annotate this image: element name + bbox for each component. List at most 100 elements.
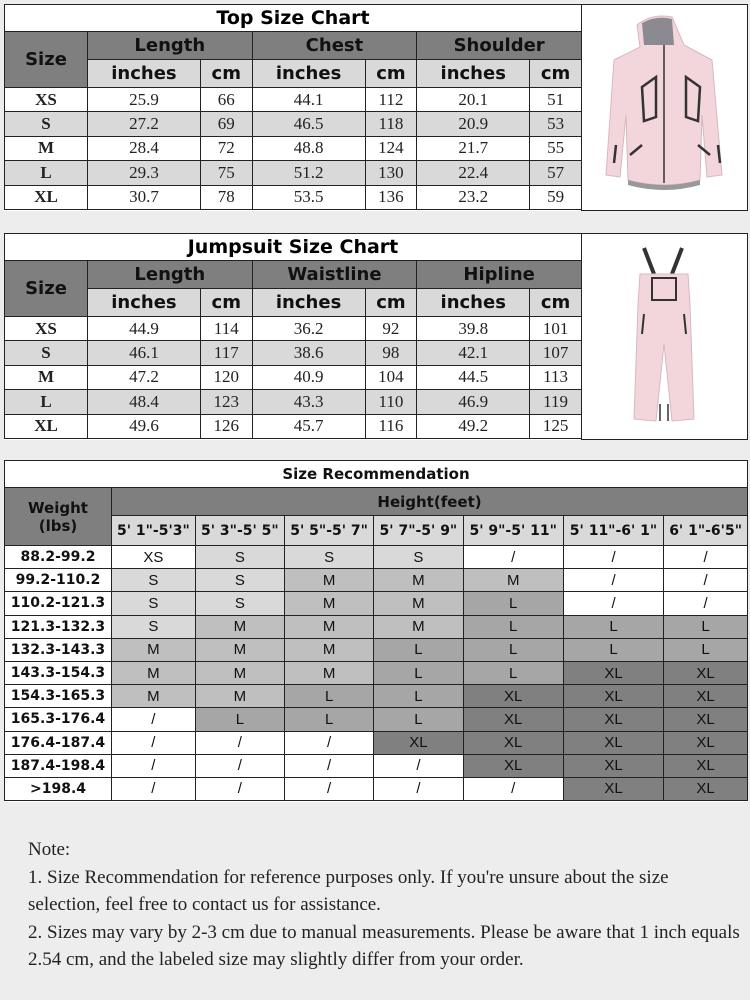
size-cell: M (373, 568, 464, 593)
group-header: Hipline (416, 260, 582, 289)
size-cell: / (283, 776, 375, 802)
table-row: 132.3-143.3 M M M L L L L (4, 637, 748, 662)
table-row: M 28.4 72 48.8 124 21.7 55 (4, 135, 582, 162)
group-header: Length (87, 260, 253, 289)
size-recommendation: Size Recommendation Weight (lbs) Height(fee… (4, 460, 748, 802)
size-cell: XL (562, 753, 665, 778)
size-cell: S (4, 111, 88, 137)
size-cell: / (283, 753, 375, 778)
value-cell: 20.1 (416, 86, 531, 113)
value-cell: 101 (529, 315, 582, 342)
unit-header: inches (251, 59, 366, 88)
value-cell: 92 (364, 315, 418, 342)
value-cell: 46.5 (251, 111, 366, 137)
size-cell: / (663, 568, 748, 593)
size-cell: / (111, 707, 196, 732)
value-cell: 55 (529, 135, 582, 162)
value-cell: 110 (364, 389, 418, 415)
value-cell: 44.1 (251, 86, 366, 113)
value-cell: 124 (364, 135, 418, 162)
value-cell: 136 (364, 184, 418, 210)
value-cell: 75 (199, 160, 253, 186)
value-cell: 43.3 (251, 389, 366, 415)
height-range: 5' 11"-6' 1" (562, 515, 665, 546)
unit-header: cm (364, 59, 418, 88)
size-cell: M (111, 637, 196, 662)
jumpsuit-size-chart: Jumpsuit Size Chart Size Length Waistline Hi… (4, 233, 748, 440)
size-cell: M (462, 568, 564, 593)
jumpsuit-size-table: Jumpsuit Size Chart Size Length Waistline Hi… (4, 233, 582, 439)
size-cell: / (373, 753, 464, 778)
size-cell: XL (462, 753, 564, 778)
table-row: 154.3-165.3 M M L L XL XL XL (4, 684, 748, 709)
size-cell: M (283, 591, 375, 616)
size-cell: / (111, 776, 196, 802)
size-cell: M (194, 660, 286, 686)
size-cell: / (111, 753, 196, 778)
value-cell: 120 (199, 364, 253, 391)
size-cell: / (663, 591, 748, 616)
note-section: Note: 1. Size Recommendation for referen… (28, 836, 743, 974)
table-row: 99.2-110.2 S S M M M / / (4, 568, 748, 593)
size-cell: XS (4, 86, 88, 113)
size-cell: M (194, 684, 286, 709)
size-cell: XL (4, 413, 88, 439)
table-row: M 47.2 120 40.9 104 44.5 113 (4, 364, 582, 391)
weight-cell: 143.3-154.3 (4, 660, 112, 686)
size-cell: / (663, 544, 748, 570)
weight-label: Weight (28, 498, 88, 517)
table-row: 176.4-187.4// / XL XL XL XL (4, 730, 748, 755)
table-row: XL 30.7 78 53.5 136 23.2 59 (4, 184, 582, 210)
size-cell: M (194, 637, 286, 662)
size-cell: XL (462, 707, 564, 732)
size-cell: L (194, 707, 286, 732)
size-cell: L (283, 684, 375, 709)
value-cell: 53.5 (251, 184, 366, 210)
weight-cell: 88.2-99.2 (4, 544, 112, 570)
value-cell: 21.7 (416, 135, 531, 162)
value-cell: 46.1 (87, 340, 201, 366)
value-cell: 72 (199, 135, 253, 162)
height-range: 5' 7"-5' 9" (373, 515, 464, 546)
size-cell: XL (562, 660, 665, 686)
value-cell: 98 (364, 340, 418, 366)
weight-unit: (lbs) (38, 516, 78, 535)
chart-title: Top Size Chart (4, 4, 582, 32)
value-cell: 46.9 (416, 389, 531, 415)
size-cell: L (373, 684, 464, 709)
unit-header: cm (199, 59, 253, 88)
value-cell: 113 (529, 364, 582, 391)
value-cell: 118 (364, 111, 418, 137)
table-row: S 46.1 117 38.6 98 42.1 107 (4, 340, 582, 366)
size-cell: L (373, 637, 464, 662)
value-cell: 20.9 (416, 111, 531, 137)
value-cell: 117 (199, 340, 253, 366)
size-cell: / (194, 776, 286, 802)
height-range: 5' 5"-5' 7" (283, 515, 375, 546)
unit-header: inches (87, 59, 201, 88)
size-cell: L (462, 637, 564, 662)
size-cell: L (4, 389, 88, 415)
size-cell: XL (4, 184, 88, 210)
note-line-2: 2. Sizes may vary by 2-3 cm due to manua… (28, 921, 740, 971)
recommendation-title: Size Recommendation (4, 460, 748, 488)
size-cell: M (4, 364, 88, 391)
size-recommendation-table: Size Recommendation Weight (lbs) Height(fee… (4, 460, 748, 802)
size-cell: L (4, 160, 88, 186)
group-header: Waistline (251, 260, 418, 289)
unit-header: cm (364, 288, 418, 317)
value-cell: 49.2 (416, 413, 531, 439)
weight-cell: >198.4 (4, 776, 112, 802)
size-cell: / (562, 591, 665, 616)
size-cell: XL (663, 660, 748, 686)
size-cell: S (194, 544, 286, 570)
unit-header: inches (251, 288, 366, 317)
size-cell: XS (4, 315, 88, 342)
value-cell: 42.1 (416, 340, 531, 366)
unit-header: cm (199, 288, 253, 317)
group-header: Shoulder (416, 31, 582, 60)
size-cell: S (283, 544, 375, 570)
size-cell: M (373, 591, 464, 616)
value-cell: 78 (199, 184, 253, 210)
size-cell: L (663, 614, 748, 639)
